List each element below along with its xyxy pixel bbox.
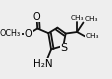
Text: CH₃: CH₃	[84, 16, 98, 22]
Text: H₂N: H₂N	[33, 59, 52, 69]
Text: O: O	[33, 12, 40, 22]
Text: CH₃: CH₃	[70, 15, 84, 21]
Text: S: S	[61, 43, 68, 53]
Text: CH₃: CH₃	[86, 33, 99, 39]
Text: O: O	[24, 29, 32, 39]
Text: OCH₃: OCH₃	[0, 29, 21, 38]
